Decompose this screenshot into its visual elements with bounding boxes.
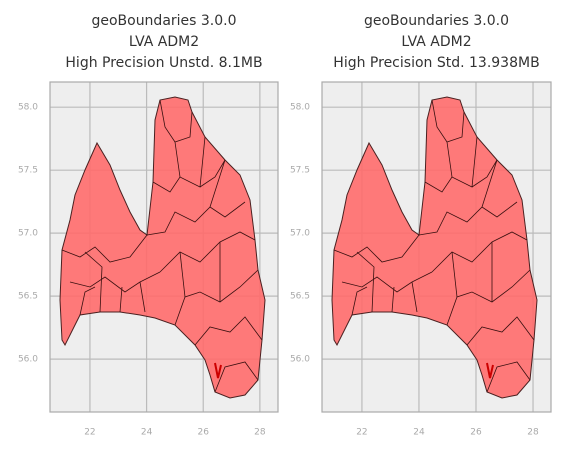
y-tick-label: 57.0 xyxy=(18,229,38,239)
x-tick-label: 28 xyxy=(527,428,539,438)
y-tick-label: 58.0 xyxy=(290,103,310,113)
chart-title: geoBoundaries 3.0.0 xyxy=(364,13,509,29)
x-tick-label: 28 xyxy=(254,428,266,438)
x-tick-label: 24 xyxy=(141,428,153,438)
x-tick-label: 24 xyxy=(413,428,425,438)
y-tick-label: 56.5 xyxy=(18,292,38,302)
y-tick-label: 57.5 xyxy=(18,166,38,176)
y-tick-label: 56.0 xyxy=(290,355,310,365)
y-tick-label: 56.5 xyxy=(290,292,310,302)
x-tick-label: 22 xyxy=(84,428,95,438)
y-tick-label: 57.5 xyxy=(290,166,310,176)
y-tick-label: 57.0 xyxy=(290,229,310,239)
y-tick-label: 58.0 xyxy=(18,103,38,113)
x-tick-label: 22 xyxy=(356,428,367,438)
x-tick-label: 26 xyxy=(198,428,210,438)
plot-frame xyxy=(49,81,279,413)
chart-title: High Precision Unstd. 8.1MB xyxy=(65,55,262,71)
chart-title: geoBoundaries 3.0.0 xyxy=(91,13,236,29)
x-tick-label: 26 xyxy=(470,428,482,438)
plot-frame xyxy=(321,81,552,413)
chart-title: High Precision Std. 13.938MB xyxy=(333,55,539,71)
chart-title: LVA ADM2 xyxy=(401,34,471,50)
y-tick-label: 56.0 xyxy=(18,355,38,365)
chart-title: LVA ADM2 xyxy=(129,34,199,50)
